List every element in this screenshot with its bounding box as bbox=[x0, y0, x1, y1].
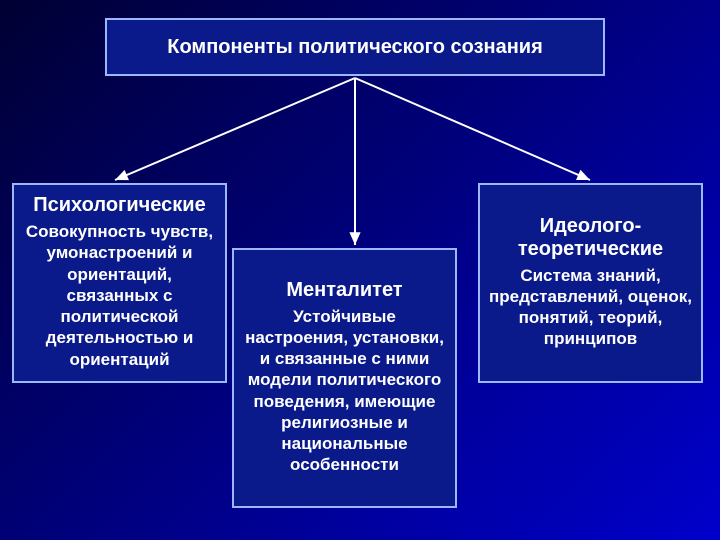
right-box: Идеолого-теоретические Система знаний, п… bbox=[478, 183, 703, 383]
center-box: Менталитет Устойчивые настроения, устано… bbox=[232, 248, 457, 508]
center-desc: Устойчивые настроения, установки, и связ… bbox=[234, 304, 455, 482]
right-desc: Система знаний, представлений, оценок, п… bbox=[480, 263, 701, 356]
left-desc: Совокупность чувств, умонастроений и ори… bbox=[14, 219, 225, 376]
left-box: Психологические Совокупность чувств, умо… bbox=[12, 183, 227, 383]
title-text: Компоненты политического сознания bbox=[167, 36, 543, 59]
left-heading: Психологические bbox=[27, 190, 211, 219]
center-heading: Менталитет bbox=[280, 275, 408, 304]
title-box: Компоненты политического сознания bbox=[105, 18, 605, 76]
right-heading: Идеолого-теоретические bbox=[480, 211, 701, 263]
diagram-content: Компоненты политического сознания Психол… bbox=[0, 0, 720, 540]
